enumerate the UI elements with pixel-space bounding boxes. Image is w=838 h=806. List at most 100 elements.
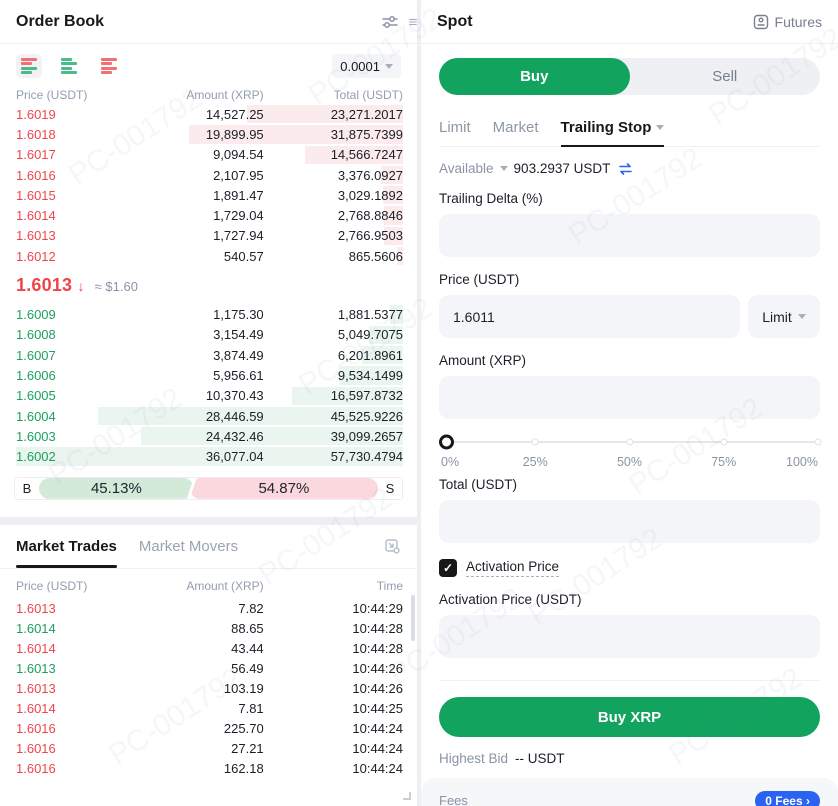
slider-tick-75[interactable] — [720, 438, 728, 446]
price-cell: 1.6002 — [16, 449, 56, 465]
trade-row[interactable]: 1.6013 7.82 10:44:29 — [0, 598, 417, 618]
trade-row[interactable]: 1.6013 56.49 10:44:26 — [0, 658, 417, 678]
ask-row[interactable]: 1.6017 9,094.54 14,566.7247 — [0, 145, 417, 165]
ask-row[interactable]: 1.6014 1,729.04 2,768.8846 — [0, 205, 417, 225]
resize-handle-icon[interactable] — [403, 792, 411, 800]
amount-cell: 27.21 — [231, 740, 264, 756]
slider-tick-50[interactable] — [626, 438, 633, 446]
view-asks-icon[interactable] — [96, 54, 122, 78]
futures-link[interactable]: Futures — [753, 14, 822, 30]
slider-tick-25[interactable] — [531, 438, 539, 446]
order-book-panel: Order Book — [0, 0, 417, 517]
available-value: 903.2937 USDT — [513, 161, 611, 176]
view-bids-icon[interactable] — [56, 54, 82, 78]
buy-tab[interactable]: Buy — [439, 58, 630, 95]
total-cell: 31,875.7399 — [330, 126, 403, 142]
transfer-icon[interactable] — [618, 162, 633, 176]
ask-row[interactable]: 1.6019 14,527.25 23,271.2017 — [0, 104, 417, 124]
futures-icon — [753, 14, 769, 30]
fees-label[interactable]: Fees — [439, 793, 468, 806]
checkbox-checked-icon[interactable]: ✓ — [439, 559, 457, 577]
price-input[interactable] — [439, 295, 740, 338]
time-cell: 10:44:26 — [352, 680, 403, 696]
view-both-icon[interactable] — [16, 54, 42, 78]
zero-fees-badge[interactable]: 0 Fees › — [755, 791, 820, 806]
ask-depth-bar — [189, 125, 403, 144]
price-cell: 1.6016 — [16, 167, 56, 183]
total-cell: 6,201.8961 — [337, 347, 403, 363]
bid-depth-bar — [369, 325, 403, 344]
bid-row[interactable]: 1.6005 10,370.43 16,597.8732 — [0, 386, 417, 406]
trade-row[interactable]: 1.6016 27.21 10:44:24 — [0, 738, 417, 758]
price-cell: 1.6014 — [16, 640, 56, 656]
trade-row[interactable]: 1.6016 225.70 10:44:24 — [0, 718, 417, 738]
trade-row[interactable]: 1.6016 162.18 10:44:24 — [0, 758, 417, 778]
bid-row[interactable]: 1.6003 24,432.46 39,099.2657 — [0, 426, 417, 446]
chevron-down-icon[interactable] — [499, 166, 508, 171]
slider-handle[interactable] — [439, 434, 454, 450]
ask-row[interactable]: 1.6018 19,899.95 31,875.7399 — [0, 124, 417, 144]
price-cell: 1.6007 — [16, 347, 56, 363]
available-label[interactable]: Available — [439, 161, 494, 176]
activation-price-label: Activation Price (USDT) — [439, 592, 582, 607]
bid-row[interactable]: 1.6006 5,956.61 9,534.1499 — [0, 365, 417, 385]
trailing-delta-input[interactable] — [439, 214, 820, 257]
trade-row[interactable]: 1.6013 103.19 10:44:26 — [0, 678, 417, 698]
order-book-toolbar: 0.0001 — [0, 44, 417, 84]
buy-xrp-button[interactable]: Buy XRP — [439, 697, 820, 737]
amount-cell: 14,527.25 — [205, 106, 264, 122]
order-book-settings-icon[interactable] — [381, 13, 399, 31]
market-trades-header: Market Trades Market Movers — [0, 525, 417, 569]
price-cell: 1.6013 — [16, 600, 56, 616]
col-time: Time — [376, 579, 403, 593]
ask-row[interactable]: 1.6013 1,727.94 2,766.9503 — [0, 226, 417, 246]
activation-checkbox-label[interactable]: Activation Price — [466, 559, 560, 577]
trade-row[interactable]: 1.6014 7.81 10:44:25 — [0, 698, 417, 718]
trailing-delta-label: Trailing Delta (%) — [439, 191, 543, 206]
popout-icon[interactable] — [384, 538, 401, 555]
tab-market[interactable]: Market — [492, 119, 539, 136]
col-price: Price (USDT) — [16, 88, 88, 102]
amount-cell: 162.18 — [223, 760, 264, 776]
total-cell: 39,099.2657 — [330, 428, 403, 444]
menu-icon[interactable] — [409, 14, 417, 30]
price-cell: 1.6015 — [16, 187, 56, 203]
amount-slider[interactable] — [439, 434, 822, 450]
precision-dropdown[interactable]: 0.0001 — [332, 54, 401, 78]
highest-bid-value: -- USDT — [515, 751, 565, 766]
tab-market-trades[interactable]: Market Trades — [16, 525, 117, 568]
price-cell: 1.6008 — [16, 327, 56, 343]
futures-label: Futures — [774, 13, 822, 30]
ask-row[interactable]: 1.6015 1,891.47 3,029.1892 — [0, 185, 417, 205]
trades-column-headers: Price (USDT) Amount (XRP) Time — [0, 577, 417, 595]
bid-row[interactable]: 1.6004 28,446.59 45,525.9226 — [0, 406, 417, 426]
chevron-down-icon — [797, 314, 806, 319]
scrollbar-thumb[interactable] — [411, 595, 415, 641]
bid-row[interactable]: 1.6002 36,077.04 57,730.4794 — [0, 446, 417, 466]
sell-tab[interactable]: Sell — [712, 68, 738, 85]
amount-cell: 10,370.43 — [205, 388, 264, 404]
divider — [439, 680, 820, 681]
spot-panel: Spot Futures Buy Sell — [421, 0, 838, 806]
activation-price-checkbox-row[interactable]: ✓ Activation Price — [439, 559, 820, 577]
ask-row[interactable]: 1.6016 2,107.95 3,376.0927 — [0, 165, 417, 185]
bid-row[interactable]: 1.6008 3,154.49 5,049.7075 — [0, 325, 417, 345]
price-type-dropdown[interactable]: Limit — [748, 295, 820, 338]
trade-row[interactable]: 1.6014 88.65 10:44:28 — [0, 618, 417, 638]
activation-price-input[interactable] — [439, 615, 820, 658]
tab-limit[interactable]: Limit — [439, 119, 471, 136]
bid-row[interactable]: 1.6009 1,175.30 1,881.5377 — [0, 304, 417, 324]
order-book-header: Order Book — [0, 0, 417, 44]
total-input[interactable] — [439, 500, 820, 543]
amount-cell: 7.81 — [238, 700, 264, 716]
amount-cell: 3,154.49 — [213, 327, 264, 343]
trade-row[interactable]: 1.6014 43.44 10:44:28 — [0, 638, 417, 658]
tab-market-movers[interactable]: Market Movers — [138, 538, 239, 555]
amount-input[interactable] — [439, 376, 820, 419]
tab-trailing-stop[interactable]: Trailing Stop — [560, 111, 665, 147]
amount-cell: 5,956.61 — [213, 367, 264, 383]
ask-row[interactable]: 1.6012 540.57 865.5606 — [0, 246, 417, 266]
price-cell: 1.6014 — [16, 208, 56, 224]
slider-tick-100[interactable] — [814, 438, 822, 446]
bid-row[interactable]: 1.6007 3,874.49 6,201.8961 — [0, 345, 417, 365]
